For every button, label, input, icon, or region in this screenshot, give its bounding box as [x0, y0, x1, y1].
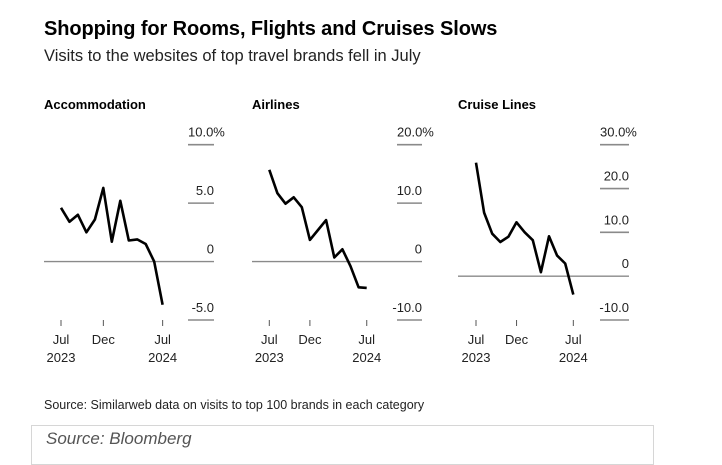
panel-title: Accommodation [44, 97, 146, 112]
chart-title: Shopping for Rooms, Flights and Cruises … [44, 18, 498, 40]
y-tick-label: 0 [207, 242, 214, 257]
y-tick-label: 30.0% [600, 125, 637, 140]
x-tick-label: Jul [261, 332, 278, 347]
x-tick-label: Jul [53, 332, 70, 347]
y-tick-label: 0 [622, 256, 629, 271]
x-tick-label: Dec [92, 332, 116, 347]
source-box: Source: Bloomberg [31, 425, 654, 465]
x-tick-label-year: 2023 [47, 350, 76, 365]
x-tick-label: Jul [358, 332, 375, 347]
source-label: Source: Bloomberg [46, 429, 192, 448]
x-tick-label: Jul [154, 332, 171, 347]
y-tick-label: 10.0% [188, 125, 225, 140]
y-tick-label: 5.0 [196, 183, 214, 198]
x-tick-label-year: 2023 [462, 350, 491, 365]
y-tick-label: 20.0% [397, 125, 434, 140]
y-tick-label: 20.0 [604, 169, 629, 184]
x-tick-label: Dec [505, 332, 529, 347]
chart-subtitle: Visits to the websites of top travel bra… [44, 47, 421, 65]
x-tick-label: Jul [468, 332, 485, 347]
x-tick-label: Dec [298, 332, 322, 347]
y-tick-label: -10.0 [599, 300, 629, 315]
x-tick-label-year: 2024 [148, 350, 177, 365]
series-line-airlines [268, 169, 367, 290]
y-tick-label: 10.0 [604, 212, 629, 227]
y-tick-label: 10.0 [397, 183, 422, 198]
x-tick-label-year: 2024 [352, 350, 381, 365]
y-tick-label: 0 [415, 242, 422, 257]
x-tick-label-year: 2024 [559, 350, 588, 365]
x-tick-label: Jul [565, 332, 582, 347]
series-line-cruise-lines [474, 162, 575, 295]
source-note: Source: Similarweb data on visits to top… [44, 398, 425, 412]
charts-area: Accommodation 10.0% 5.0 0 -5.0 Jul 2023 Dec Jul 2… [44, 97, 637, 365]
series-line-accommodation [59, 186, 164, 306]
y-tick-label: -5.0 [192, 300, 214, 315]
x-tick-label-year: 2023 [255, 350, 284, 365]
panel-title: Airlines [252, 97, 300, 112]
panel-title: Cruise Lines [458, 97, 536, 112]
y-tick-label: -10.0 [392, 300, 422, 315]
